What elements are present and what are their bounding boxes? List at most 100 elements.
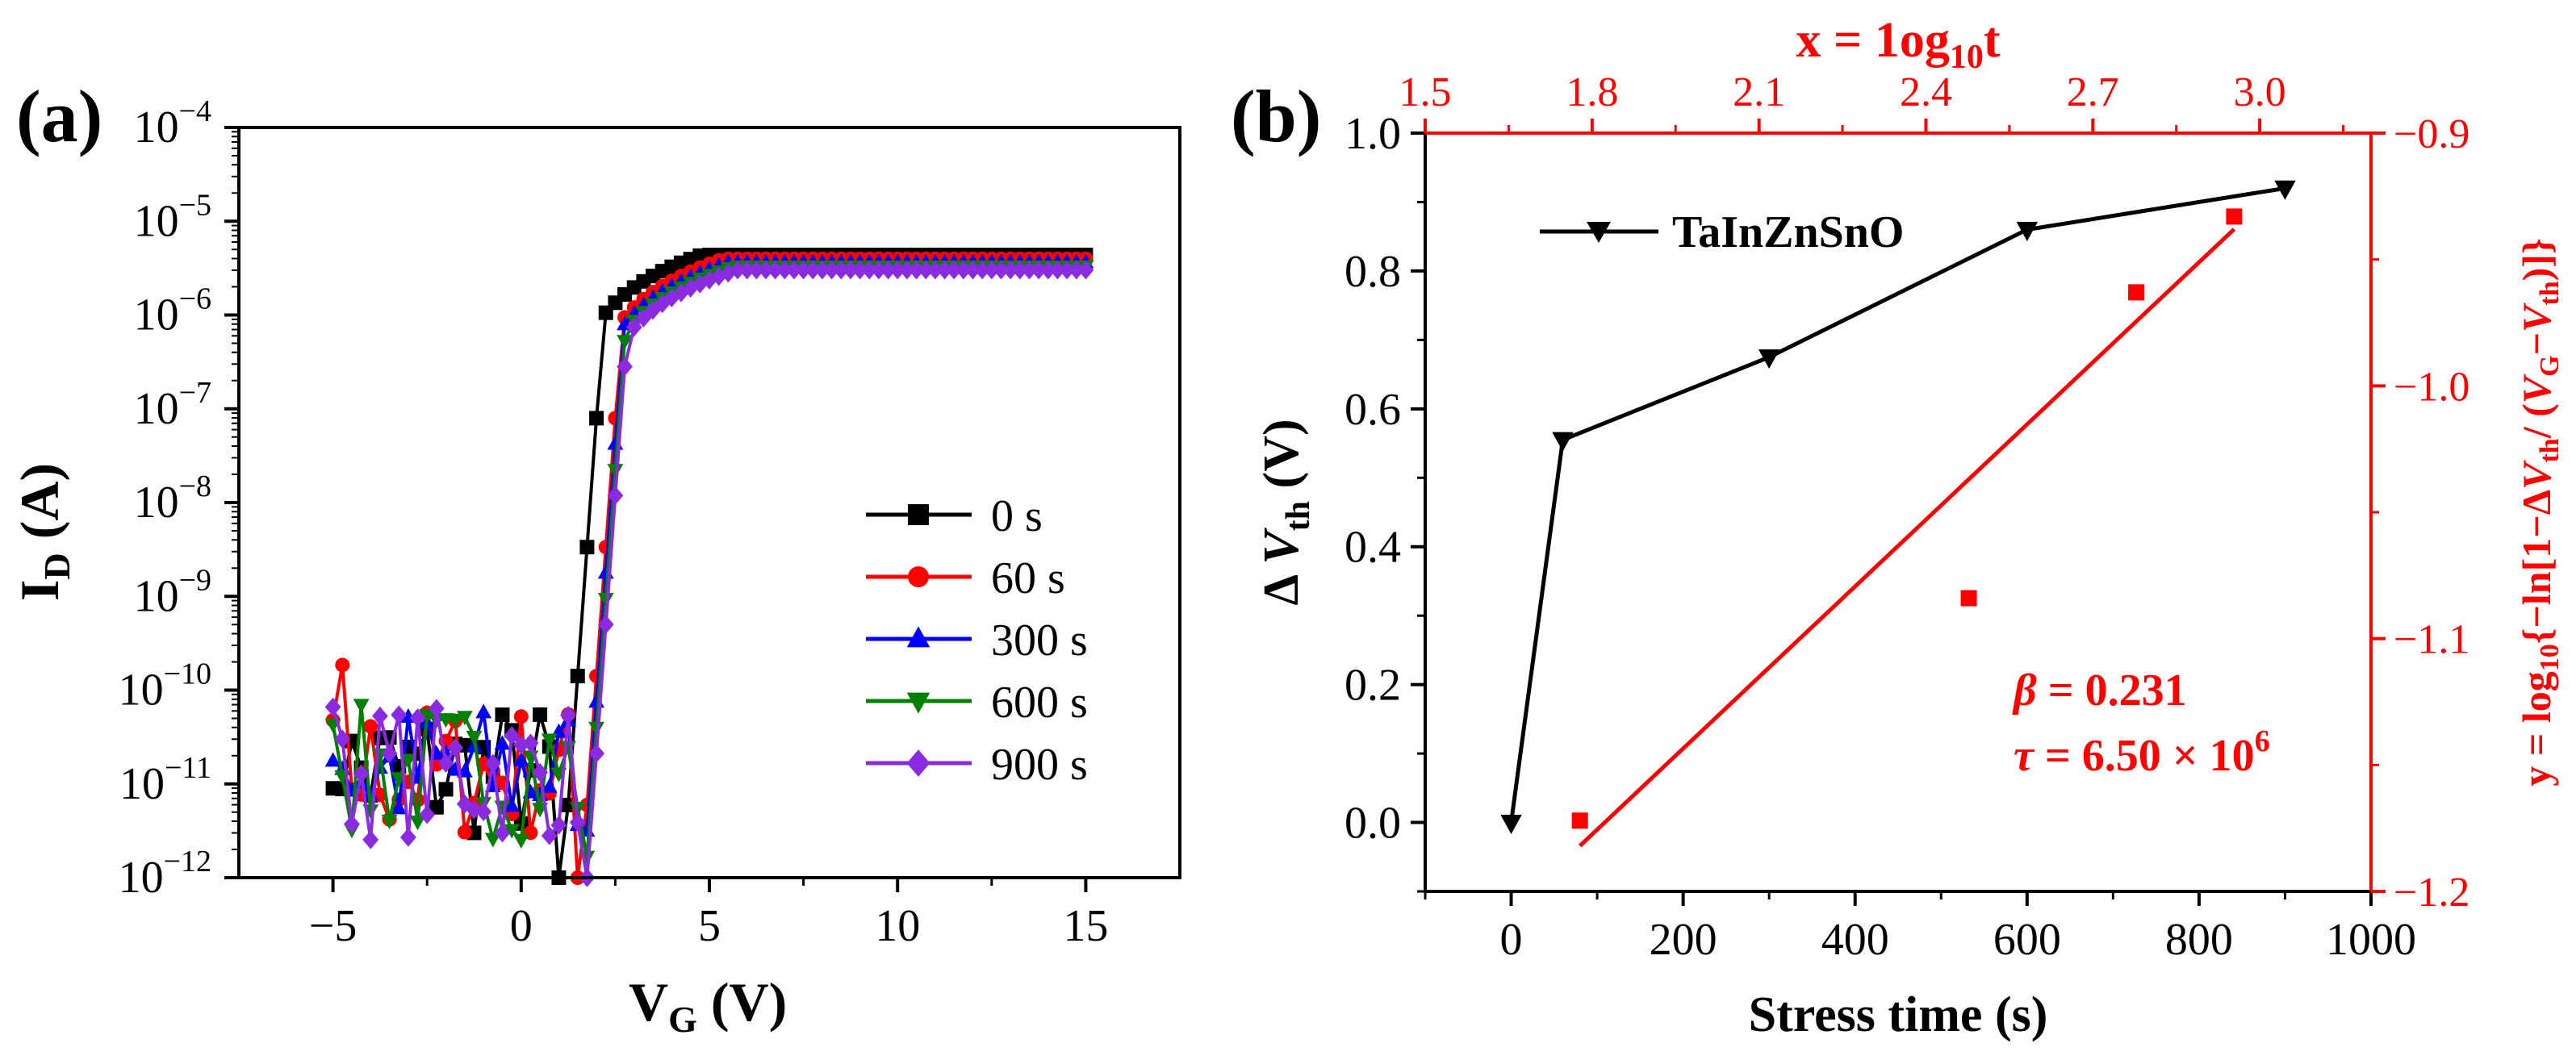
data-point-900s: [974, 261, 991, 280]
data-point-600s: [399, 753, 416, 769]
data-point-60s: [363, 719, 378, 734]
data-point-900s: [466, 800, 483, 820]
data-point-300s: [541, 778, 558, 793]
x-tick-label-a: −5: [309, 901, 358, 951]
data-point-300s: [324, 752, 341, 767]
panel-b-x-label: Stress time (s): [1749, 987, 2048, 1042]
data-point-900s: [522, 733, 539, 753]
data-point-900s: [964, 261, 981, 280]
x-tick-label-b: 0: [1500, 915, 1523, 965]
data-point-tainznsno: [2016, 222, 2039, 242]
x-tick-label-a: 5: [698, 901, 721, 951]
data-point-600s: [617, 335, 633, 350]
data-point-900s: [569, 812, 586, 833]
data-point-900s: [880, 261, 897, 280]
panel-b-x-ticks: 0 200 400 600 800 1000: [1424, 891, 2416, 965]
data-point-300s: [475, 703, 492, 719]
y-tick-label-a: 10−12: [119, 845, 211, 903]
data-point-900s: [484, 753, 501, 774]
panel-a: −5 0 5 10 15 10−12 10−11 10−10 10−9 10−8 10−7 10−6…: [9, 94, 1181, 1040]
legend-label-300s: 300 s: [991, 616, 1088, 666]
data-point-900s: [955, 261, 972, 280]
data-point-600s: [466, 731, 483, 746]
data-point-900s: [1021, 261, 1038, 280]
data-point-900s: [494, 823, 511, 843]
legend-marker-tainznsno: [1587, 222, 1611, 243]
series-line-tainznsno: [1509, 186, 2285, 823]
data-point-600s: [588, 721, 604, 737]
data-point-fit: [2128, 284, 2145, 301]
data-point-900s: [908, 261, 925, 280]
panel-a-x-label: VG (V): [629, 971, 787, 1040]
x-tick-label-a: 0: [510, 901, 533, 951]
data-point-900s: [1039, 261, 1056, 280]
data-point-900s: [1031, 261, 1047, 280]
x-tick-label-b: 1000: [2326, 915, 2416, 965]
panel-b: 0 200 400 600 800 1000 0.0 0.2 0.4 0.6 0.8 1.0 1.5…: [1254, 13, 2565, 1042]
data-point-300s: [512, 751, 529, 766]
data-point-600s: [484, 833, 501, 848]
data-point-600s: [447, 714, 464, 729]
data-point-60s: [513, 709, 529, 724]
data-point-900s: [861, 261, 878, 280]
data-point-900s: [334, 729, 351, 749]
data-point-900s: [625, 317, 642, 337]
legend-marker-300s: [906, 626, 930, 648]
panel-b-data: [1500, 180, 2296, 848]
data-point-300s: [494, 735, 511, 750]
data-point-900s: [898, 261, 915, 280]
y-tick-label-a: 10−6: [134, 282, 211, 340]
data-point-600s: [504, 824, 521, 839]
data-point-900s: [926, 261, 943, 280]
data-point-900s: [758, 261, 774, 280]
data-point-900s: [1002, 261, 1019, 280]
data-point-900s: [353, 764, 370, 783]
data-point-900s: [795, 261, 812, 280]
right-tick-label-b: −1.1: [2394, 617, 2469, 663]
data-point-900s: [504, 726, 521, 745]
data-point-0s: [495, 707, 510, 723]
data-point-900s: [843, 261, 859, 280]
data-point-900s: [447, 738, 464, 757]
data-point-900s: [767, 261, 784, 280]
data-point-900s: [372, 706, 388, 726]
data-point-fit: [1960, 590, 1977, 607]
data-point-900s: [381, 744, 398, 763]
y-tick-label-a: 10−5: [134, 188, 211, 246]
annotation-tau: τ = 6.50 × 106: [2014, 724, 2270, 781]
data-point-900s: [617, 357, 633, 377]
data-point-900s: [993, 261, 1010, 280]
data-point-900s: [805, 261, 822, 280]
data-point-900s: [814, 261, 830, 280]
y-tick-label-a: 10−7: [134, 376, 211, 434]
data-point-600s: [512, 834, 529, 849]
right-tick-label-b: −1.0: [2394, 364, 2469, 410]
data-point-900s: [344, 814, 360, 834]
data-point-900s: [946, 261, 963, 280]
y-tick-label-b: 0.0: [1344, 799, 1401, 849]
data-point-600s: [381, 814, 398, 829]
legend-label-60s: 60 s: [991, 553, 1065, 603]
panel-a-y-ticks: 10−12 10−11 10−10 10−9 10−8 10−7 10−6 10−5 10−4: [119, 94, 239, 903]
y-tick-label-b: 0.8: [1344, 247, 1401, 297]
panel-label-a: (a): [16, 75, 102, 157]
legend-marker-600s: [906, 692, 930, 714]
data-point-0s: [438, 782, 454, 797]
top-tick-label-b: 1.8: [1566, 69, 1618, 115]
data-point-900s: [588, 744, 604, 763]
data-point-900s: [399, 828, 416, 847]
data-point-900s: [936, 261, 953, 280]
data-point-600s: [607, 464, 624, 479]
data-point-900s: [776, 261, 793, 280]
data-point-900s: [833, 261, 850, 280]
y-tick-label-b: 0.4: [1344, 523, 1401, 573]
data-point-900s: [786, 261, 802, 280]
top-tick-label-b: 2.4: [1900, 69, 1952, 115]
legend-label-tainznsno: TaInZnSnO: [1672, 207, 1905, 257]
panel-label-b: (b): [1231, 75, 1321, 157]
data-point-900s: [597, 615, 614, 634]
legend-marker-900s: [906, 749, 930, 777]
data-point-900s: [823, 261, 840, 280]
data-point-900s: [475, 802, 492, 821]
